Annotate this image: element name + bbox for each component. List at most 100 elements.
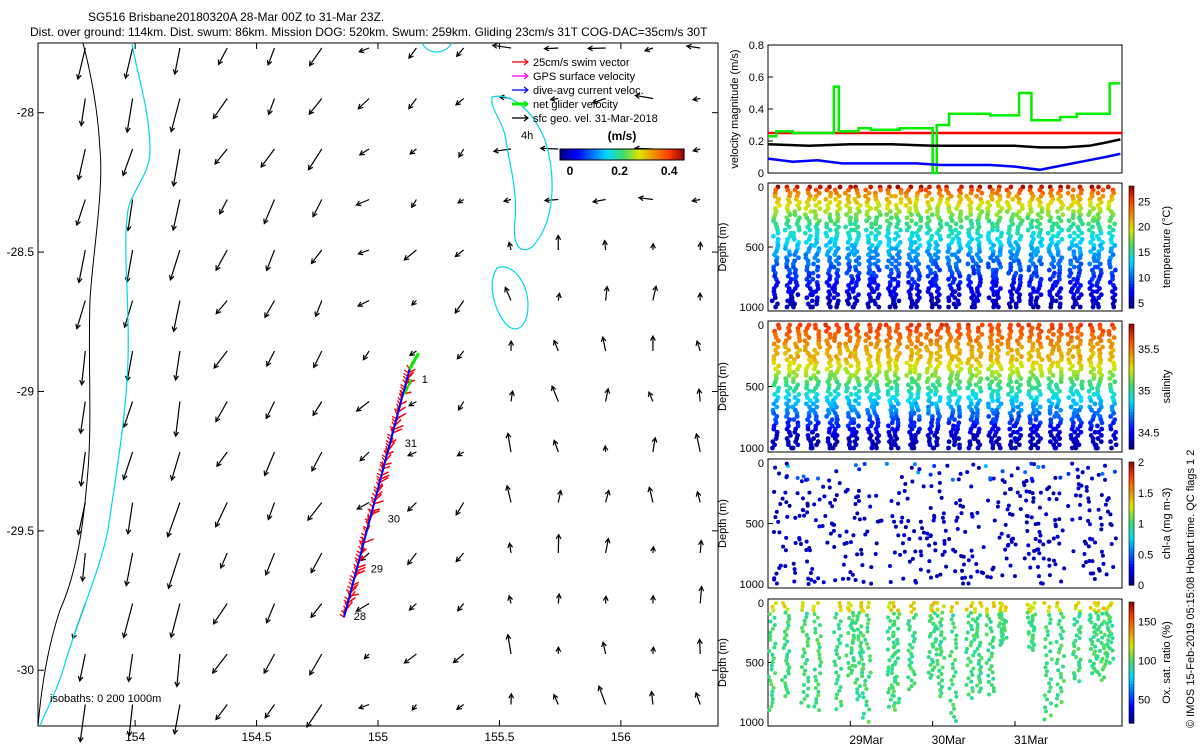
data-point	[812, 502, 817, 507]
data-point	[912, 681, 917, 686]
current-vector	[409, 603, 417, 611]
colorbar-cell	[1129, 677, 1134, 682]
data-point	[1030, 613, 1035, 618]
current-vector-head	[597, 685, 604, 692]
data-point	[783, 548, 788, 553]
data-point	[878, 519, 883, 524]
data-point	[785, 298, 791, 304]
current-vector-head	[213, 363, 219, 370]
colorbar-cell	[628, 149, 631, 160]
y-tick-label: 0.8	[749, 40, 764, 52]
data-point	[995, 504, 1000, 509]
data-point	[940, 552, 945, 557]
data-point	[949, 605, 954, 610]
data-point	[966, 445, 972, 451]
data-point	[876, 395, 881, 400]
data-point	[1075, 233, 1081, 239]
colorbar-cell	[1129, 578, 1134, 583]
data-point	[804, 539, 809, 544]
data-point	[1010, 246, 1016, 251]
data-point	[846, 187, 851, 193]
isobath-1000m	[421, 42, 453, 53]
data-point	[816, 689, 821, 694]
colorbar-cell	[1129, 414, 1134, 419]
data-point	[1047, 369, 1053, 375]
data-point	[866, 304, 871, 310]
colorbar-cell	[1129, 508, 1134, 512]
colorbar-frame	[1128, 323, 1135, 450]
colorbar-cell	[1129, 653, 1134, 658]
current-vector	[123, 603, 134, 638]
data-point	[924, 230, 930, 236]
data-point	[997, 535, 1002, 540]
current-vector-head	[409, 149, 416, 155]
data-point	[1112, 469, 1117, 474]
current-vector-head	[454, 251, 461, 258]
data-point	[783, 246, 788, 251]
data-point	[874, 445, 879, 451]
current-vector	[686, 45, 701, 49]
data-point	[1102, 646, 1107, 651]
colorbar-cell	[646, 149, 650, 160]
colorbar-cell	[617, 149, 621, 160]
current-vector-head	[505, 432, 512, 439]
data-point	[1108, 512, 1113, 517]
data-point	[1030, 491, 1035, 496]
colorbar-cell	[655, 149, 658, 160]
data-point	[890, 255, 895, 261]
data-point	[990, 638, 995, 643]
data-point	[770, 652, 775, 657]
data-point	[1007, 304, 1013, 310]
data-point	[981, 545, 986, 550]
data-point	[932, 601, 937, 605]
data-point	[1007, 487, 1012, 492]
data-point	[946, 298, 952, 304]
data-point	[918, 519, 923, 524]
data-point	[1078, 366, 1084, 372]
data-point	[1105, 184, 1111, 190]
data-point	[904, 360, 910, 366]
data-point	[942, 541, 947, 546]
data-point	[895, 184, 901, 190]
data-point	[915, 395, 921, 400]
data-point	[836, 193, 842, 199]
data-point	[865, 625, 870, 630]
data-point	[1009, 473, 1014, 478]
data-point	[928, 472, 933, 477]
data-point	[1098, 230, 1104, 236]
data-point	[994, 212, 1000, 218]
data-point	[1008, 255, 1014, 261]
data-point	[785, 626, 790, 631]
data-point	[860, 674, 865, 679]
data-point	[991, 676, 996, 681]
data-point	[895, 637, 900, 642]
colorbar-cell	[595, 149, 598, 160]
data-point	[936, 304, 942, 310]
current-vector	[408, 47, 417, 59]
current-vector-head	[78, 428, 85, 435]
data-point	[864, 376, 870, 382]
current-vector-head	[214, 521, 221, 528]
data-point	[1047, 689, 1052, 694]
current-vector-head	[408, 103, 414, 110]
data-point	[1071, 230, 1077, 236]
data-point	[953, 670, 958, 675]
data-point	[826, 429, 832, 435]
colorbar-cell	[1129, 656, 1134, 661]
data-point	[1003, 608, 1008, 613]
data-point	[785, 607, 790, 612]
data-point	[868, 654, 873, 659]
data-point	[928, 675, 933, 680]
current-vector-head	[172, 728, 179, 736]
data-point	[1070, 461, 1075, 466]
current-vector-head	[358, 47, 365, 54]
data-point	[1112, 221, 1118, 227]
data-point	[1011, 429, 1017, 435]
data-point	[887, 626, 892, 631]
data-point	[855, 677, 860, 682]
data-point	[776, 519, 781, 524]
data-point	[933, 301, 939, 307]
data-point	[833, 663, 838, 668]
colorbar-cell	[1129, 495, 1134, 500]
data-point	[1016, 341, 1022, 347]
